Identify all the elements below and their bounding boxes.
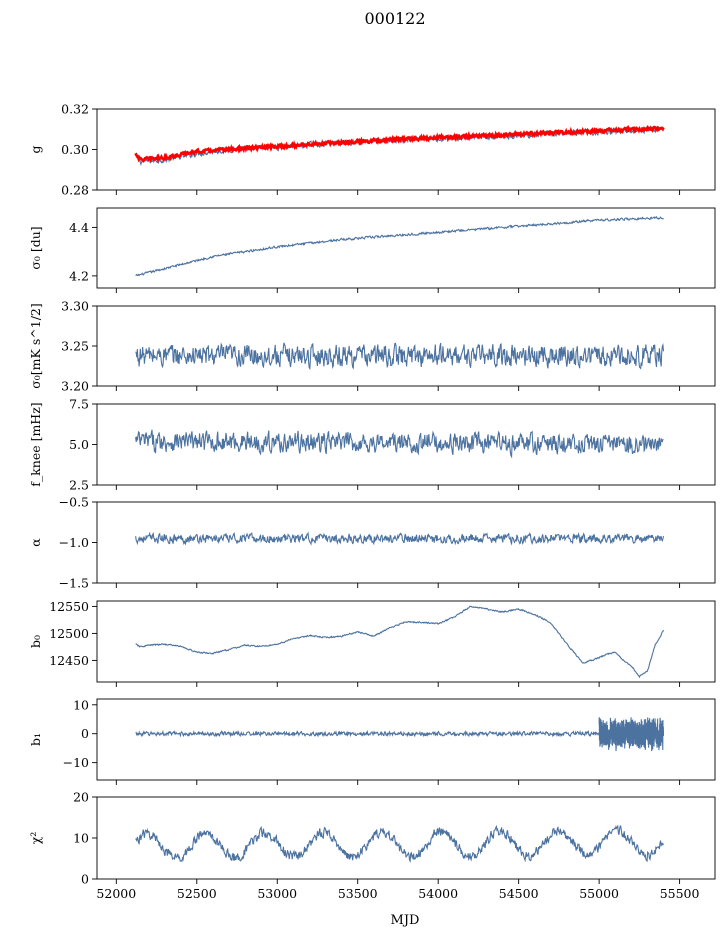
y-tick-label-b0: 12500 <box>49 626 89 641</box>
axes-frame-alpha <box>96 501 716 584</box>
y-tick-label-sigma0-mk: 3.30 <box>61 299 89 314</box>
y-axis-label-fknee: f_knee [mHz] <box>28 402 43 486</box>
y-tick-label-g: 0.32 <box>61 102 89 117</box>
y-tick-label-chi2: 10 <box>73 831 89 846</box>
x-tick-label: 53500 <box>338 886 378 901</box>
y-tick-label-fknee: 7.5 <box>69 397 89 412</box>
panel-alpha: −1.5 −1.0 −0.5 α <box>28 495 716 591</box>
x-tick-label: 54000 <box>418 886 458 901</box>
y-axis-label-g: g <box>28 145 43 153</box>
y-tick-label-alpha: −0.5 <box>59 495 89 510</box>
y-tick-label-b1: −10 <box>63 755 89 770</box>
y-tick-label-fknee: 5.0 <box>69 437 89 452</box>
panel-sigma0-mk: 3.20 3.25 3.30 σ₀[mK s^1/2] <box>28 299 716 394</box>
x-tick-label: 54500 <box>499 886 539 901</box>
y-tick-label-alpha: −1.0 <box>59 535 89 550</box>
axes-frame-b1 <box>96 698 716 781</box>
y-axis-label-b1: b₁ <box>28 733 43 746</box>
y-tick-label-sigma0-du: 4.2 <box>69 268 89 283</box>
x-axis-label: MJD <box>391 913 420 928</box>
y-tick-label-g: 0.28 <box>61 183 89 198</box>
x-tick-label: 52500 <box>177 886 217 901</box>
series-line-b1-0 <box>135 729 600 738</box>
panel-b1: −10 0 10 b₁ <box>28 697 716 785</box>
x-tick-label: 53000 <box>257 886 297 901</box>
y-tick-label-b1: 10 <box>73 697 89 712</box>
axes-frame-b0 <box>96 600 716 683</box>
series-line-b0-0 <box>135 605 665 679</box>
panel-fknee: 2.5 5.0 7.5 f_knee [mHz] <box>28 397 716 493</box>
figure-title: 000122 <box>364 9 425 28</box>
series-line-alpha-0 <box>135 531 665 546</box>
series-line-sigma0-mk-0 <box>135 342 665 371</box>
axes-frame-sigma0-du <box>96 207 716 289</box>
y-tick-label-chi2: 0 <box>81 872 89 887</box>
x-tick-label: 55500 <box>660 886 700 901</box>
y-tick-label-g: 0.30 <box>61 142 89 157</box>
axes-frame-chi2 <box>96 796 716 880</box>
y-axis-label-b0: b₀ <box>28 635 43 648</box>
series-line-sigma0-du-0 <box>135 216 664 277</box>
y-tick-label-b1: 0 <box>81 726 89 741</box>
panel-sigma0-du: 4.2 4.4 σ₀ [du] <box>28 207 716 293</box>
y-axis-label-sigma0-du: σ₀ [du] <box>28 226 43 269</box>
y-tick-label-sigma0-mk: 3.25 <box>61 339 89 354</box>
y-axis-label-chi2: χ² <box>28 832 43 845</box>
y-tick-label-alpha: −1.5 <box>59 576 89 591</box>
x-tick-label: 52000 <box>96 886 136 901</box>
y-axis-label-sigma0-mk: σ₀[mK s^1/2] <box>28 303 43 388</box>
panel-chi2: 0 10 20 52000 52500 53000 53500 54000 54500 55000… <box>28 790 716 901</box>
y-tick-label-chi2: 20 <box>73 790 89 805</box>
series-line-fknee-0 <box>135 429 664 459</box>
y-axis-label-alpha: α <box>28 538 43 547</box>
y-tick-label-sigma0-mk: 3.20 <box>61 379 89 394</box>
panel-g: 0.28 0.30 0.32 g <box>28 102 716 198</box>
series-line-g-1 <box>134 124 665 164</box>
x-tick-label: 55000 <box>579 886 619 901</box>
y-tick-label-b0: 12550 <box>49 599 89 614</box>
y-tick-label-sigma0-du: 4.4 <box>69 220 89 235</box>
y-tick-label-fknee: 2.5 <box>69 478 89 493</box>
series-line-chi2-0 <box>135 824 664 863</box>
y-tick-label-b0: 12450 <box>49 653 89 668</box>
axes-frame-g <box>96 108 716 191</box>
axes-frame-sigma0-mk <box>96 305 716 387</box>
panels: 0.28 0.30 0.32 g 4.2 4.4 σ₀ [du] 3.20 3.25 3.30 σ₀… <box>28 102 716 901</box>
panel-b0: 12450 12500 12550 b₀ <box>28 599 716 687</box>
series-line-b1-1 <box>598 717 665 752</box>
